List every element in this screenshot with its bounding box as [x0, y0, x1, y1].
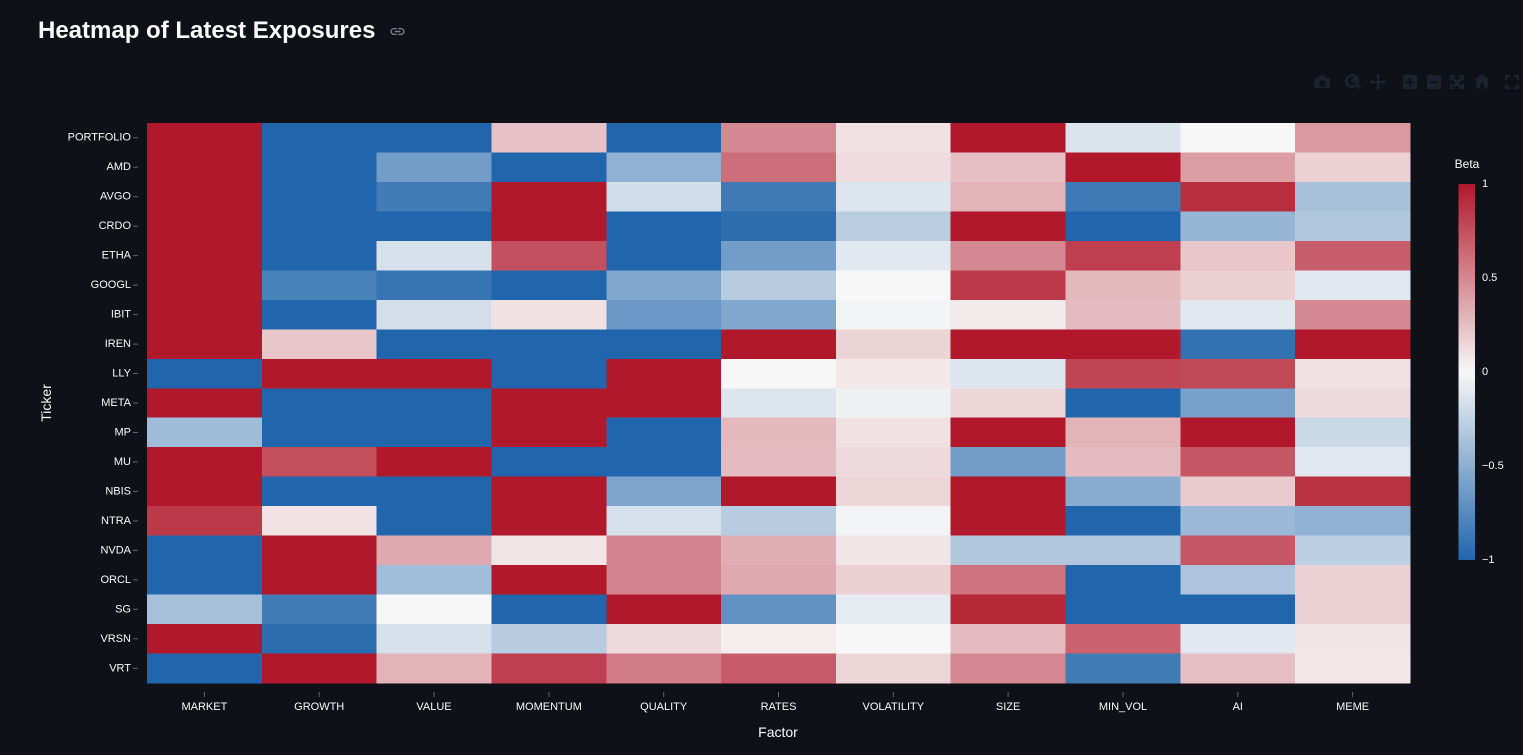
svg-text:QUALITY: QUALITY: [640, 701, 688, 713]
svg-text:VRT: VRT: [109, 662, 131, 674]
svg-text:IREN: IREN: [105, 338, 131, 350]
svg-text:ETHA: ETHA: [102, 250, 132, 262]
svg-text:MP: MP: [115, 427, 132, 439]
svg-text:RATES: RATES: [761, 701, 797, 713]
svg-text:0: 0: [1482, 366, 1488, 378]
svg-text:VOLATILITY: VOLATILITY: [863, 701, 925, 713]
svg-text:−0.5: −0.5: [1482, 460, 1504, 472]
svg-text:SIZE: SIZE: [996, 701, 1020, 713]
svg-text:VALUE: VALUE: [416, 701, 451, 713]
svg-text:NVDA: NVDA: [100, 544, 131, 556]
svg-text:0.5: 0.5: [1482, 272, 1497, 284]
svg-text:MARKET: MARKET: [181, 701, 227, 713]
svg-text:NBIS: NBIS: [105, 485, 131, 497]
svg-text:GOOGL: GOOGL: [91, 279, 131, 291]
svg-text:IBIT: IBIT: [111, 309, 131, 321]
svg-text:AI: AI: [1233, 701, 1243, 713]
svg-text:SG: SG: [115, 603, 131, 615]
svg-text:NTRA: NTRA: [101, 515, 132, 527]
svg-text:Factor: Factor: [758, 724, 798, 740]
svg-text:AVGO: AVGO: [100, 191, 131, 203]
svg-text:MU: MU: [114, 456, 131, 468]
svg-text:PORTFOLIO: PORTFOLIO: [68, 132, 132, 144]
svg-text:MOMENTUM: MOMENTUM: [516, 701, 582, 713]
svg-text:META: META: [101, 397, 131, 409]
svg-text:Beta: Beta: [1455, 157, 1480, 171]
svg-text:CRDO: CRDO: [99, 220, 132, 232]
svg-text:Ticker: Ticker: [38, 384, 54, 422]
svg-text:GROWTH: GROWTH: [294, 701, 344, 713]
svg-text:MEME: MEME: [1336, 701, 1369, 713]
svg-text:LLY: LLY: [112, 368, 131, 380]
svg-text:1: 1: [1482, 178, 1488, 190]
svg-text:VRSN: VRSN: [100, 633, 131, 645]
svg-text:AMD: AMD: [107, 161, 132, 173]
svg-text:ORCL: ORCL: [100, 574, 131, 586]
svg-text:−1: −1: [1482, 554, 1495, 566]
svg-text:MIN_VOL: MIN_VOL: [1099, 701, 1147, 713]
